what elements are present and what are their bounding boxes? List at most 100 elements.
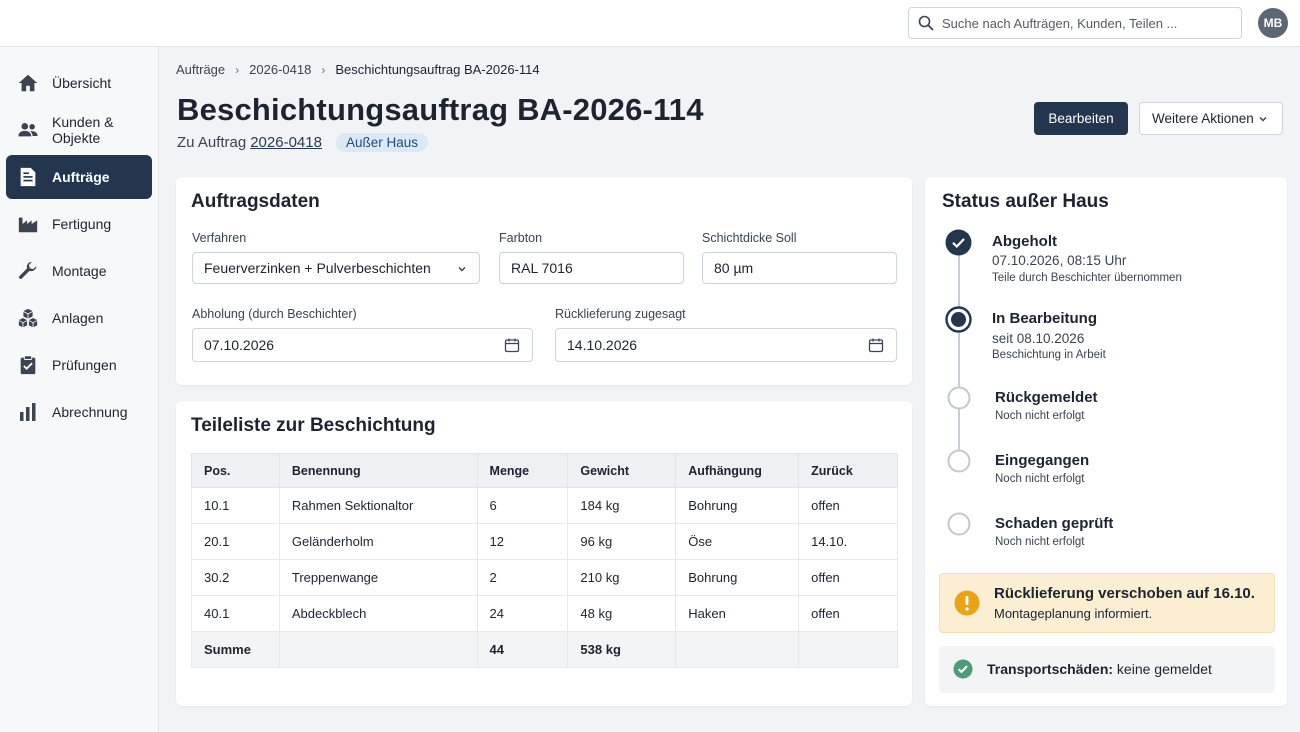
- more-actions-button[interactable]: Weitere Aktionen: [1139, 102, 1283, 135]
- table-row[interactable]: 10.1 Rahmen Sektionaltor 6 184 kg Bohrun…: [191, 487, 898, 524]
- parts-title: Teileliste zur Beschichtung: [191, 415, 436, 436]
- breadcrumb: Aufträge › 2026-0418 › Beschichtungsauft…: [176, 62, 540, 77]
- cell: Bohrung: [675, 487, 800, 524]
- cell: Bohrung: [675, 559, 800, 596]
- step-eingegangen-title: Eingegangen: [995, 452, 1090, 469]
- order-reference: Zu Auftrag 2026-0418 Außer Haus: [177, 133, 428, 152]
- step-schaden-note: Noch nicht erfolgt: [995, 536, 1085, 548]
- order-data-card: Auftragsdaten Verfahren Feuerverzinken +…: [176, 177, 912, 385]
- step-abgeholt-sub: 07.10.2026, 08:15 Uhr: [992, 253, 1127, 268]
- col-aufhaengung[interactable]: Aufhängung: [675, 453, 800, 488]
- breadcrumb-auftraege[interactable]: Aufträge: [176, 62, 226, 77]
- chevron-down-icon: [458, 266, 466, 272]
- pickup-value: 07.10.2026: [204, 337, 275, 353]
- col-menge[interactable]: Menge: [476, 453, 569, 488]
- cell: 538 kg: [567, 631, 677, 668]
- cell: offen: [798, 487, 898, 524]
- cell: 48 kg: [567, 595, 677, 632]
- col-gewicht[interactable]: Gewicht: [567, 453, 677, 488]
- sidebar-item-uebersicht[interactable]: Übersicht: [6, 61, 152, 105]
- search-icon: [918, 15, 934, 31]
- cell: 12: [476, 523, 569, 560]
- search-box[interactable]: [908, 7, 1242, 39]
- col-pos[interactable]: Pos.: [191, 453, 280, 488]
- sidebar-item-auftraege[interactable]: Aufträge: [6, 155, 152, 199]
- transport-value: keine gemeldet: [1116, 661, 1212, 677]
- cell: [798, 631, 898, 668]
- order-prefix: Zu Auftrag: [177, 134, 247, 151]
- step-abgeholt-title: Abgeholt: [992, 233, 1057, 250]
- timeline-connector: [958, 255, 960, 465]
- table-row[interactable]: 40.1 Abdeckblech 24 48 kg Haken offen: [191, 595, 898, 632]
- table-row[interactable]: 20.1 Geländerholm 12 96 kg Öse 14.10.: [191, 523, 898, 560]
- step-rueckgemeldet-note: Noch nicht erfolgt: [995, 410, 1085, 422]
- warning-icon: [954, 590, 980, 616]
- sidebar-item-label: Abrechnung: [52, 404, 128, 420]
- calendar-icon[interactable]: [868, 337, 884, 353]
- process-select[interactable]: Feuerverzinken + Pulverbeschichten: [192, 252, 480, 284]
- cell: Rahmen Sektionaltor: [278, 487, 478, 524]
- breadcrumb-current: Beschichtungsauftrag BA-2026-114: [335, 62, 540, 77]
- return-date-field[interactable]: 14.10.2026: [555, 328, 897, 362]
- cell: Summe: [191, 631, 280, 668]
- thickness-label: Schichtdicke Soll: [702, 231, 797, 245]
- step-schaden-title: Schaden geprüft: [995, 515, 1114, 532]
- process-value: Feuerverzinken + Pulverbeschichten: [204, 260, 431, 276]
- cell: 10.1: [191, 487, 280, 524]
- sidebar-item-label: Prüfungen: [52, 357, 117, 373]
- sidebar-item-label: Montage: [52, 263, 107, 279]
- return-value: 14.10.2026: [567, 337, 638, 353]
- breadcrumb-order[interactable]: 2026-0418: [249, 62, 312, 77]
- color-field[interactable]: RAL 7016: [499, 252, 684, 284]
- cell: Treppenwange: [278, 559, 478, 596]
- step-abgeholt-note: Teile durch Beschichter übernommen: [992, 272, 1182, 284]
- alert-title: Rücklieferung verschoben auf 16.10.: [994, 585, 1255, 602]
- step-bearbeitung-note: Beschichtung in Arbeit: [992, 349, 1106, 361]
- factory-icon: [16, 212, 40, 236]
- cell: 96 kg: [567, 523, 677, 560]
- sidebar-item-label: Aufträge: [52, 169, 110, 185]
- pickup-date-field[interactable]: 07.10.2026: [192, 328, 533, 362]
- edit-button[interactable]: Bearbeiten: [1034, 102, 1128, 135]
- cell: 24: [476, 595, 569, 632]
- sidebar-item-label: Kunden & Objekte: [52, 114, 114, 146]
- sidebar-item-abrechnung[interactable]: Abrechnung: [6, 390, 152, 434]
- sidebar-item-montage[interactable]: Montage: [6, 249, 152, 293]
- table-row[interactable]: 30.2 Treppenwange 2 210 kg Bohrung offen: [191, 559, 898, 596]
- document-icon: [16, 165, 40, 189]
- search-input[interactable]: [942, 15, 1222, 31]
- cubes-icon: [16, 306, 40, 330]
- alert-text: Montageplanung informiert.: [994, 606, 1153, 621]
- status-card: Status außer Haus Abgeholt 07.10.2026, 0…: [925, 177, 1287, 706]
- order-link[interactable]: 2026-0418: [250, 134, 322, 151]
- parts-table: Pos. Benennung Menge Gewicht Aufhängung …: [191, 453, 898, 668]
- thickness-field[interactable]: 80 µm: [702, 252, 897, 284]
- bar-chart-icon: [16, 400, 40, 424]
- clipboard-check-icon: [16, 353, 40, 377]
- step-bearbeitung-sub: seit 08.10.2026: [992, 331, 1085, 346]
- cell: 40.1: [191, 595, 280, 632]
- transport-text: Transportschäden: keine gemeldet: [987, 661, 1212, 677]
- status-badge: Außer Haus: [335, 133, 428, 152]
- table-sum-row: Summe 44 538 kg: [191, 631, 898, 668]
- sidebar: Übersicht Kunden & Objekte Aufträge Fert…: [0, 47, 159, 732]
- step-bearbeitung-title: In Bearbeitung: [992, 310, 1098, 327]
- sidebar-item-fertigung[interactable]: Fertigung: [6, 202, 152, 246]
- sidebar-item-kunden[interactable]: Kunden & Objekte: [6, 108, 152, 152]
- chevron-right-icon: ›: [235, 62, 240, 77]
- step-rueckgemeldet-title: Rückgemeldet: [995, 389, 1098, 406]
- cell: Abdeckblech: [278, 595, 478, 632]
- cell: 2: [476, 559, 569, 596]
- col-benennung[interactable]: Benennung: [278, 453, 478, 488]
- col-zurueck[interactable]: Zurück: [798, 453, 898, 488]
- pickup-label: Abholung (durch Beschichter): [192, 307, 357, 321]
- sidebar-item-pruefungen[interactable]: Prüfungen: [6, 343, 152, 387]
- cell: Geländerholm: [278, 523, 478, 560]
- avatar[interactable]: MB: [1258, 8, 1288, 38]
- sidebar-item-label: Anlagen: [52, 310, 104, 326]
- cell: 184 kg: [567, 487, 677, 524]
- sidebar-item-anlagen[interactable]: Anlagen: [6, 296, 152, 340]
- calendar-icon[interactable]: [504, 337, 520, 353]
- chevron-down-icon: [1259, 116, 1267, 122]
- current-step-icon: [945, 306, 972, 333]
